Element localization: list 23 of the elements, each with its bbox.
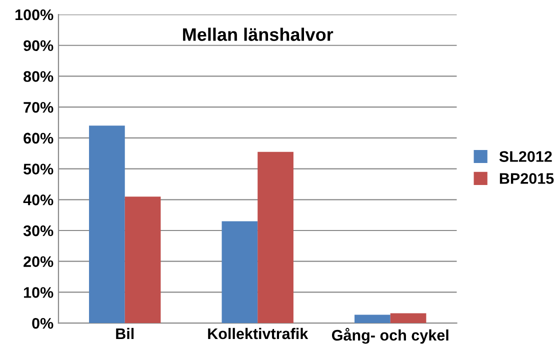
text: Mellan länshalvor [183, 28, 334, 41]
x-tick-label: Bil [116, 328, 134, 340]
y-tick-label: 100% [16, 9, 54, 20]
y-tick-label: 30% [23, 225, 54, 236]
y-tick-label: 50% [24, 164, 54, 174]
y-tick-label: 0% [32, 318, 54, 329]
legend-label: BP2015 [500, 173, 554, 184]
bar [354, 314, 390, 324]
y-tick-label: 40% [23, 194, 54, 206]
y-tick-label: 20% [24, 256, 54, 268]
y-tick-label: 80% [24, 71, 54, 82]
bar [89, 126, 125, 324]
y-tick-label: 70% [24, 102, 54, 113]
y-tick-label: 90% [24, 40, 54, 52]
x-tick-label: Gång- och cykel [332, 328, 448, 344]
x-tick-label: Kollektivtrafik [208, 328, 308, 340]
y-tick-label: 10% [24, 287, 54, 298]
y-tick-label: 60% [24, 132, 54, 144]
bar [222, 221, 258, 324]
bar [124, 196, 161, 324]
bar [390, 313, 426, 324]
legend-label: SL2012 [499, 151, 552, 162]
bar [258, 152, 294, 324]
